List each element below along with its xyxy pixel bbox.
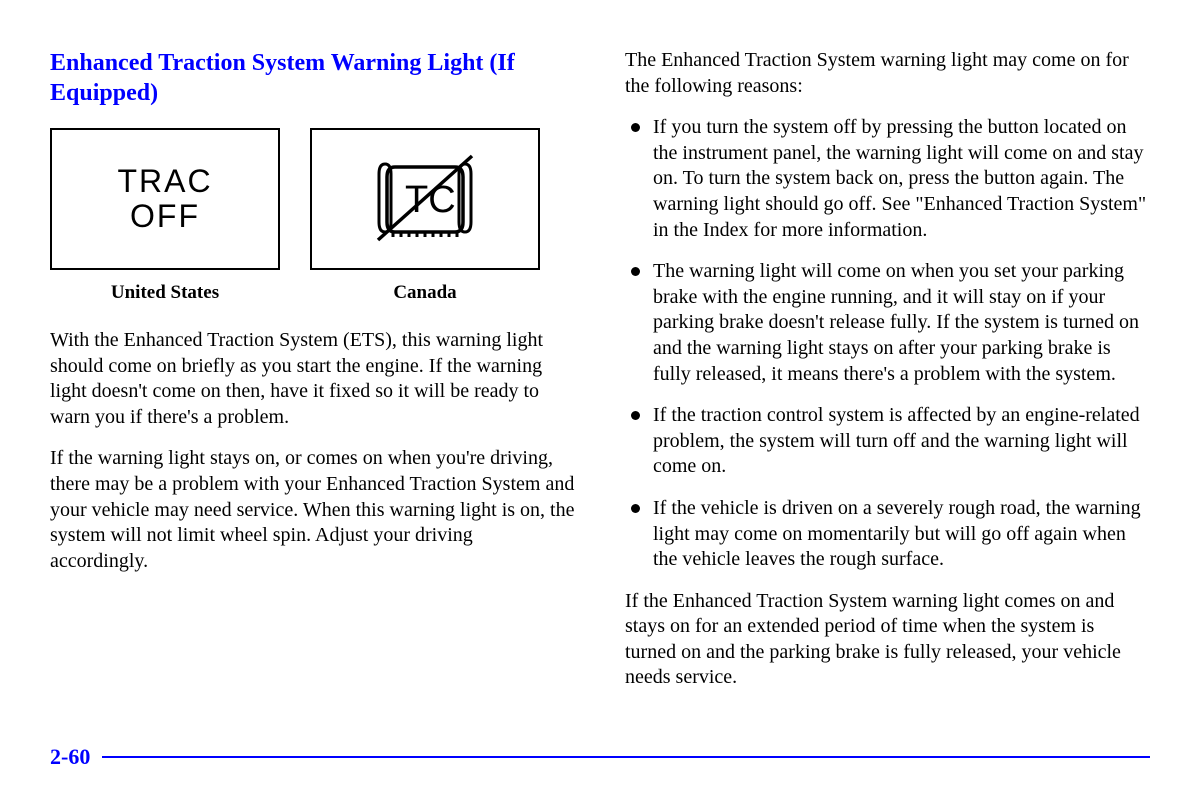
list-item: The warning light will come on when you …: [625, 259, 1150, 387]
two-column-layout: Enhanced Traction System Warning Light (…: [50, 48, 1150, 707]
list-item: If the vehicle is driven on a severely r…: [625, 496, 1150, 573]
tc-slash-icon: TC: [355, 152, 495, 247]
canada-caption: Canada: [310, 282, 540, 304]
left-paragraph-1: With the Enhanced Traction System (ETS),…: [50, 328, 575, 430]
caption-row: United States Canada: [50, 282, 575, 304]
warning-icons-row: TRAC OFF TC: [50, 128, 575, 270]
svg-text:TC: TC: [405, 179, 456, 221]
right-column: The Enhanced Traction System warning lig…: [625, 48, 1150, 707]
reasons-bullet-list: If you turn the system off by pressing t…: [625, 115, 1150, 573]
list-item: If the traction control system is affect…: [625, 403, 1150, 480]
right-outro-paragraph: If the Enhanced Traction System warning …: [625, 589, 1150, 691]
trac-off-icon: TRAC OFF: [117, 164, 212, 234]
left-column: Enhanced Traction System Warning Light (…: [50, 48, 575, 707]
section-heading: Enhanced Traction System Warning Light (…: [50, 48, 575, 108]
canada-warning-icon-box: TC: [310, 128, 540, 270]
us-caption: United States: [50, 282, 280, 304]
us-warning-icon-box: TRAC OFF: [50, 128, 280, 270]
page-number: 2-60: [50, 744, 90, 770]
footer-rule: [102, 756, 1150, 758]
left-paragraph-2: If the warning light stays on, or comes …: [50, 446, 575, 574]
trac-line1: TRAC: [117, 163, 212, 199]
right-intro-paragraph: The Enhanced Traction System warning lig…: [625, 48, 1150, 99]
trac-line2: OFF: [130, 198, 200, 234]
page-footer: 2-60: [50, 744, 1150, 770]
list-item: If you turn the system off by pressing t…: [625, 115, 1150, 243]
